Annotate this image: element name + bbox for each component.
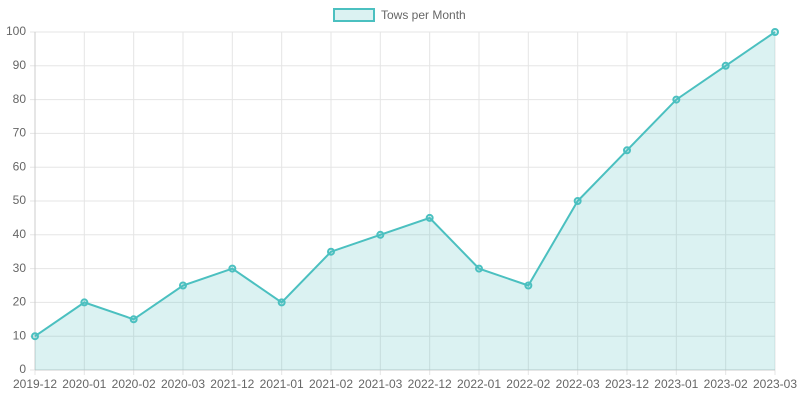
x-tick-label: 2023-01	[654, 377, 698, 391]
point	[80, 298, 89, 307]
y-tick-label: 80	[13, 92, 27, 106]
x-tick-label: 2020-02	[112, 377, 156, 391]
y-tick-label: 100	[6, 24, 26, 38]
point	[277, 298, 286, 307]
point	[721, 61, 730, 70]
legend-label: Tows per Month	[381, 8, 466, 22]
x-tick-label: 2022-02	[506, 377, 550, 391]
point	[573, 197, 582, 205]
y-tick-label: 60	[13, 159, 27, 173]
point	[31, 332, 39, 341]
point	[376, 230, 385, 239]
x-tick-label: 2022-12	[408, 377, 452, 391]
x-tick-label: 2023-03	[753, 377, 797, 391]
line	[34, 31, 776, 338]
x-tick-label: 2020-03	[161, 377, 205, 391]
y-tick-label: 70	[13, 126, 27, 140]
y-tick-label: 10	[13, 328, 27, 342]
point	[672, 95, 681, 104]
y-tick-label: 30	[13, 261, 27, 275]
point	[524, 281, 533, 290]
point	[129, 315, 138, 324]
y-tick-label: 40	[13, 227, 27, 241]
point	[327, 247, 335, 256]
x-tick-label: 2019-12	[13, 377, 57, 391]
y-tick-label: 50	[13, 193, 27, 207]
x-tick-label: 2023-02	[704, 377, 748, 391]
point	[475, 264, 483, 273]
x-tick-label: 2021-03	[358, 377, 402, 391]
y-tick-label: 90	[13, 58, 27, 72]
x-tick-label: 2021-01	[260, 377, 304, 391]
y-tick-label: 20	[13, 295, 27, 309]
x-tick-label: 2021-02	[309, 377, 353, 391]
area	[35, 32, 775, 370]
x-tick-label: 2021-12	[210, 377, 254, 391]
x-tick-label: 2020-01	[62, 377, 106, 391]
legend-swatch	[333, 8, 375, 22]
x-tick-label: 2023-12	[605, 377, 649, 391]
x-tick-label: 2022-01	[457, 377, 501, 391]
point	[623, 146, 631, 155]
x-tick-label: 2022-03	[556, 377, 600, 391]
point	[228, 264, 237, 273]
y-tick-label: 0	[19, 362, 26, 376]
point	[179, 281, 187, 290]
point	[771, 28, 779, 36]
point	[425, 213, 434, 222]
